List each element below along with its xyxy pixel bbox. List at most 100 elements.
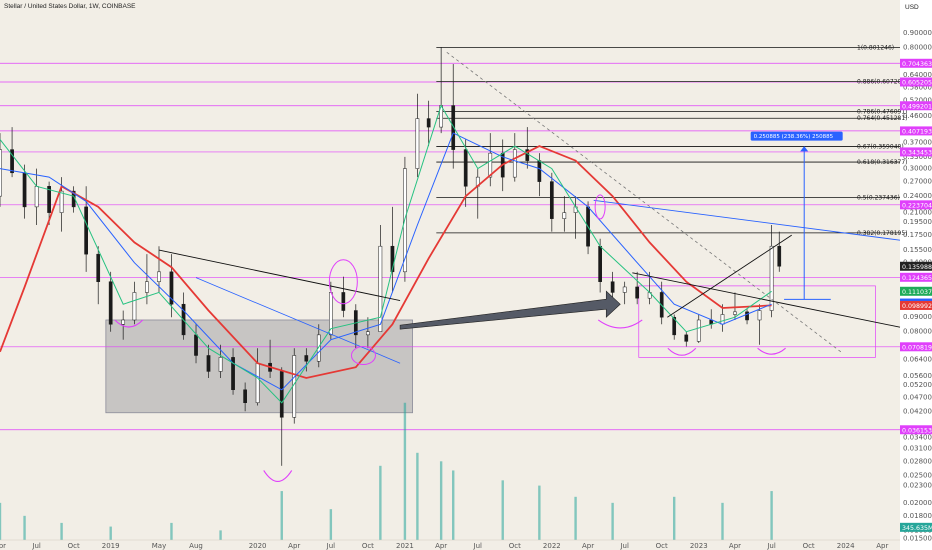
- candle-body: [206, 355, 211, 372]
- trendline-black-2[interactable]: [632, 272, 901, 328]
- moving-average-line[interactable]: [0, 145, 772, 379]
- volume-bar: [770, 491, 773, 540]
- time-axis-tick: 2020: [249, 542, 267, 550]
- candle-body: [684, 334, 689, 342]
- currency-label[interactable]: USD: [905, 4, 919, 11]
- current-zone-rect[interactable]: [638, 285, 876, 358]
- circle-annotation[interactable]: [594, 194, 606, 220]
- volume-bar: [109, 526, 112, 540]
- candle-body: [622, 286, 627, 293]
- price-badge[interactable]: [900, 58, 932, 68]
- candle-body: [316, 334, 321, 362]
- time-axis-tick: Oct: [68, 542, 80, 550]
- candle-body: [132, 292, 137, 321]
- curve-annotation[interactable]: [667, 347, 697, 356]
- time-axis-tick: Oct: [656, 542, 668, 550]
- price-badge[interactable]: [900, 286, 932, 296]
- candle-body: [777, 245, 782, 267]
- curve-annotation[interactable]: [263, 470, 293, 482]
- circle-annotation[interactable]: [328, 259, 358, 305]
- candle-body: [108, 281, 113, 325]
- price-badge-label: 0.036153: [902, 427, 932, 434]
- candle-body: [610, 281, 615, 293]
- time-axis-tick: Oct: [803, 542, 815, 550]
- candle-body: [488, 152, 493, 178]
- price-badge[interactable]: [900, 261, 932, 271]
- time-axis-tick: Oct: [509, 542, 521, 550]
- moving-average-line[interactable]: [0, 104, 772, 404]
- candle-body: [378, 245, 383, 332]
- time-axis-tick: Jul: [326, 542, 336, 550]
- trendline-blue-2[interactable]: [593, 199, 901, 241]
- price-badge[interactable]: [900, 425, 932, 435]
- volume-bar: [219, 530, 222, 540]
- time-axis-tick: Oct: [362, 542, 374, 550]
- price-badge[interactable]: [900, 522, 932, 532]
- volume-bar: [23, 515, 26, 540]
- circle-annotation[interactable]: [350, 345, 376, 365]
- curve-annotation[interactable]: [757, 347, 786, 355]
- candle-body: [47, 186, 51, 213]
- candle-body: [304, 355, 309, 362]
- moving-average-line[interactable]: [0, 132, 772, 391]
- candle-body: [696, 319, 701, 342]
- curve-annotation[interactable]: [114, 319, 144, 328]
- candle-body: [720, 314, 725, 325]
- candle-body: [341, 292, 346, 311]
- volume-bar: [329, 509, 333, 540]
- trendline-black-3[interactable]: [667, 234, 792, 318]
- plot-background: [0, 0, 900, 550]
- price-badge[interactable]: [900, 300, 932, 310]
- price-badge-label: 0.407193: [902, 128, 932, 135]
- candle-body: [121, 319, 126, 325]
- price-badge-label: 0.223704: [902, 202, 932, 209]
- price-badge[interactable]: [900, 126, 932, 136]
- time-axis-tick: Apr: [729, 542, 741, 550]
- candle-body: [84, 206, 88, 255]
- price-badge-label: 0.111037: [902, 289, 932, 296]
- time-axis-tick: 2024: [837, 542, 855, 550]
- candle-body: [415, 118, 420, 169]
- volume-bar: [60, 522, 63, 540]
- candle-body: [34, 186, 39, 208]
- candle-body: [22, 172, 27, 208]
- price-badge[interactable]: [900, 77, 932, 87]
- time-axis-tick: Apr: [876, 542, 888, 550]
- candle-body: [757, 310, 762, 321]
- candle-body: [169, 271, 174, 305]
- time-axis-tick: Jul: [619, 542, 629, 550]
- price-badge[interactable]: [900, 101, 932, 111]
- candle-body: [426, 118, 431, 128]
- candle-body: [451, 105, 456, 150]
- volume-bar: [0, 502, 2, 540]
- price-badge[interactable]: [900, 147, 932, 157]
- time-axis-tick: Aug: [189, 542, 203, 550]
- price-badge[interactable]: [900, 272, 932, 282]
- trendline-black-1[interactable]: [158, 249, 401, 301]
- candle-body: [562, 212, 567, 219]
- time-axis-tick: May: [152, 542, 166, 550]
- fib-level-label: 0.786(0.476091): [857, 109, 908, 116]
- price-badge-label: 0.605205: [902, 80, 932, 87]
- volume-bar: [611, 502, 614, 540]
- trendline-dashed[interactable]: [446, 51, 842, 353]
- price-badge[interactable]: [900, 342, 932, 352]
- candle-body: [0, 149, 2, 197]
- projection-arrow[interactable]: [399, 290, 621, 330]
- curve-annotation[interactable]: [597, 319, 643, 329]
- price-badge[interactable]: [900, 200, 932, 210]
- candle-body: [218, 357, 223, 372]
- price-badge-label: 0.135988: [902, 264, 932, 271]
- trendline-blue-1[interactable]: [195, 277, 401, 364]
